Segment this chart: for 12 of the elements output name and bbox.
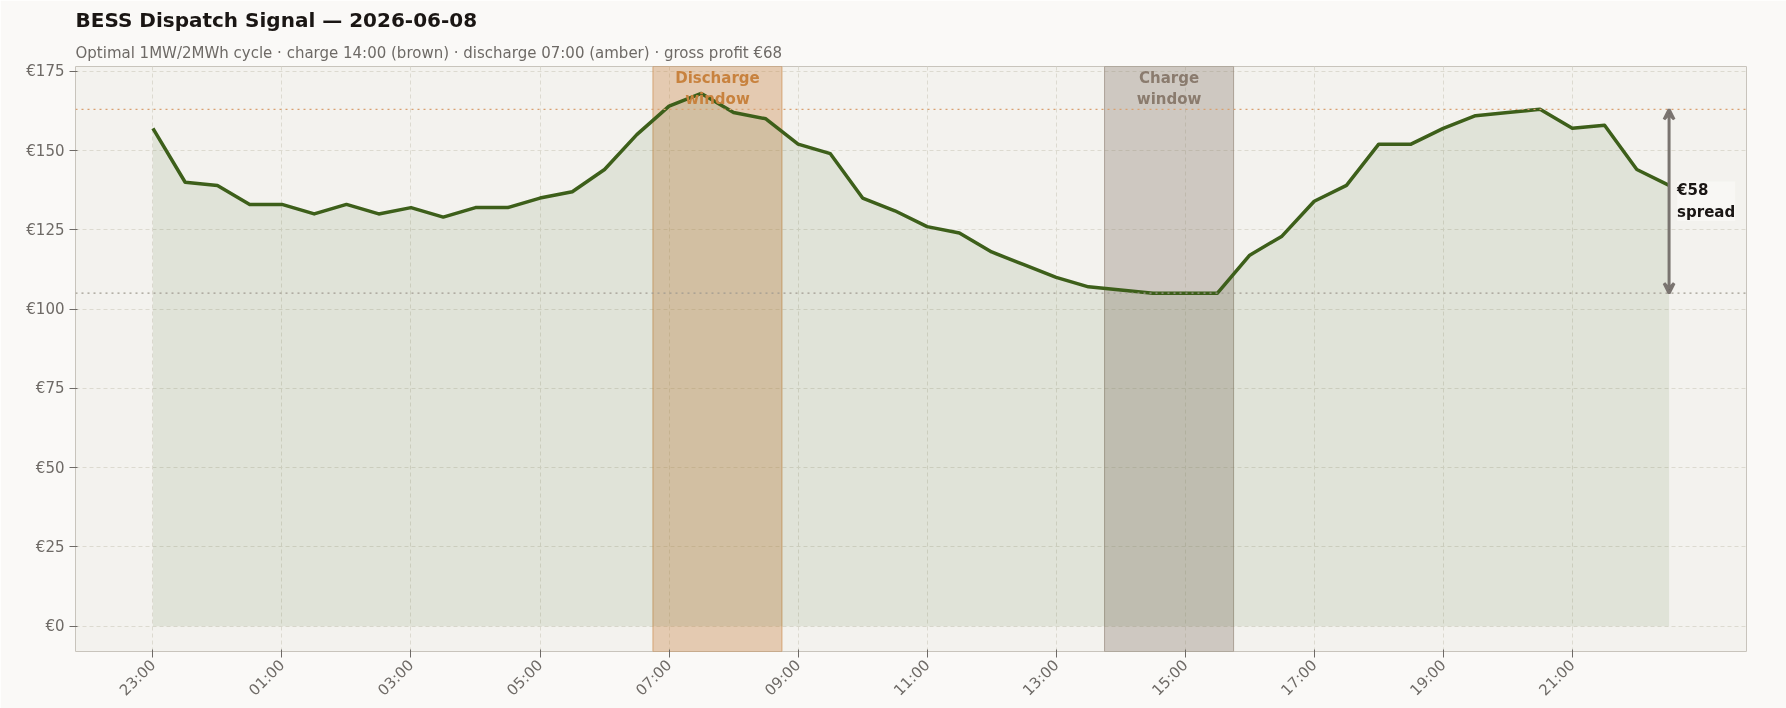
y-tick-label: €75 — [35, 379, 65, 398]
chart-subtitle: Optimal 1MW/2MWh cycle · charge 14:00 (brown) · discharge 07:00 (amber) · gross profit €68 — [75, 43, 783, 62]
y-tick-label: €25 — [35, 537, 65, 556]
chart-title: BESS Dispatch Signal — 2026-06-08 — [75, 7, 478, 32]
y-tick-label: €0 — [45, 617, 65, 636]
y-tick-label: €150 — [26, 141, 65, 160]
y-tick-label: €100 — [26, 300, 65, 319]
band-label: Charge window — [1136, 68, 1202, 109]
annotation: €58 spread — [1676, 181, 1736, 222]
y-tick-label: €50 — [35, 458, 65, 477]
y-tick-label: €125 — [26, 220, 65, 239]
y-tick-label: €175 — [26, 62, 65, 81]
